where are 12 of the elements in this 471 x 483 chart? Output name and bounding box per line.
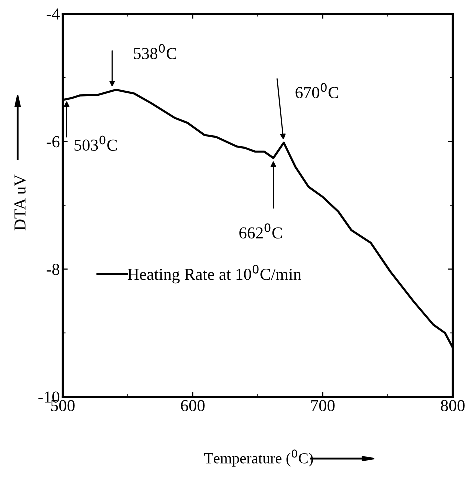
x-tick-label: 800	[441, 400, 465, 412]
legend-label: Heating Rate at 10$^{0}$C/min	[128, 265, 302, 284]
annotation: 538$^{0}$C	[134, 44, 176, 60]
x-tick-label: 700	[312, 400, 335, 412]
annotation: 662$^{0}$C	[240, 224, 282, 239]
y-tick-label: -4	[46, 8, 60, 20]
annotation: 503$^{0}$C	[74, 136, 118, 152]
y-tick-label: -6	[46, 136, 60, 148]
y-axis-title: DTA uV	[14, 174, 26, 231]
y-tick-label: -8	[46, 264, 60, 276]
annotation: 670$^{0}$C	[296, 83, 338, 98]
x-tick-label: 600	[181, 400, 205, 412]
